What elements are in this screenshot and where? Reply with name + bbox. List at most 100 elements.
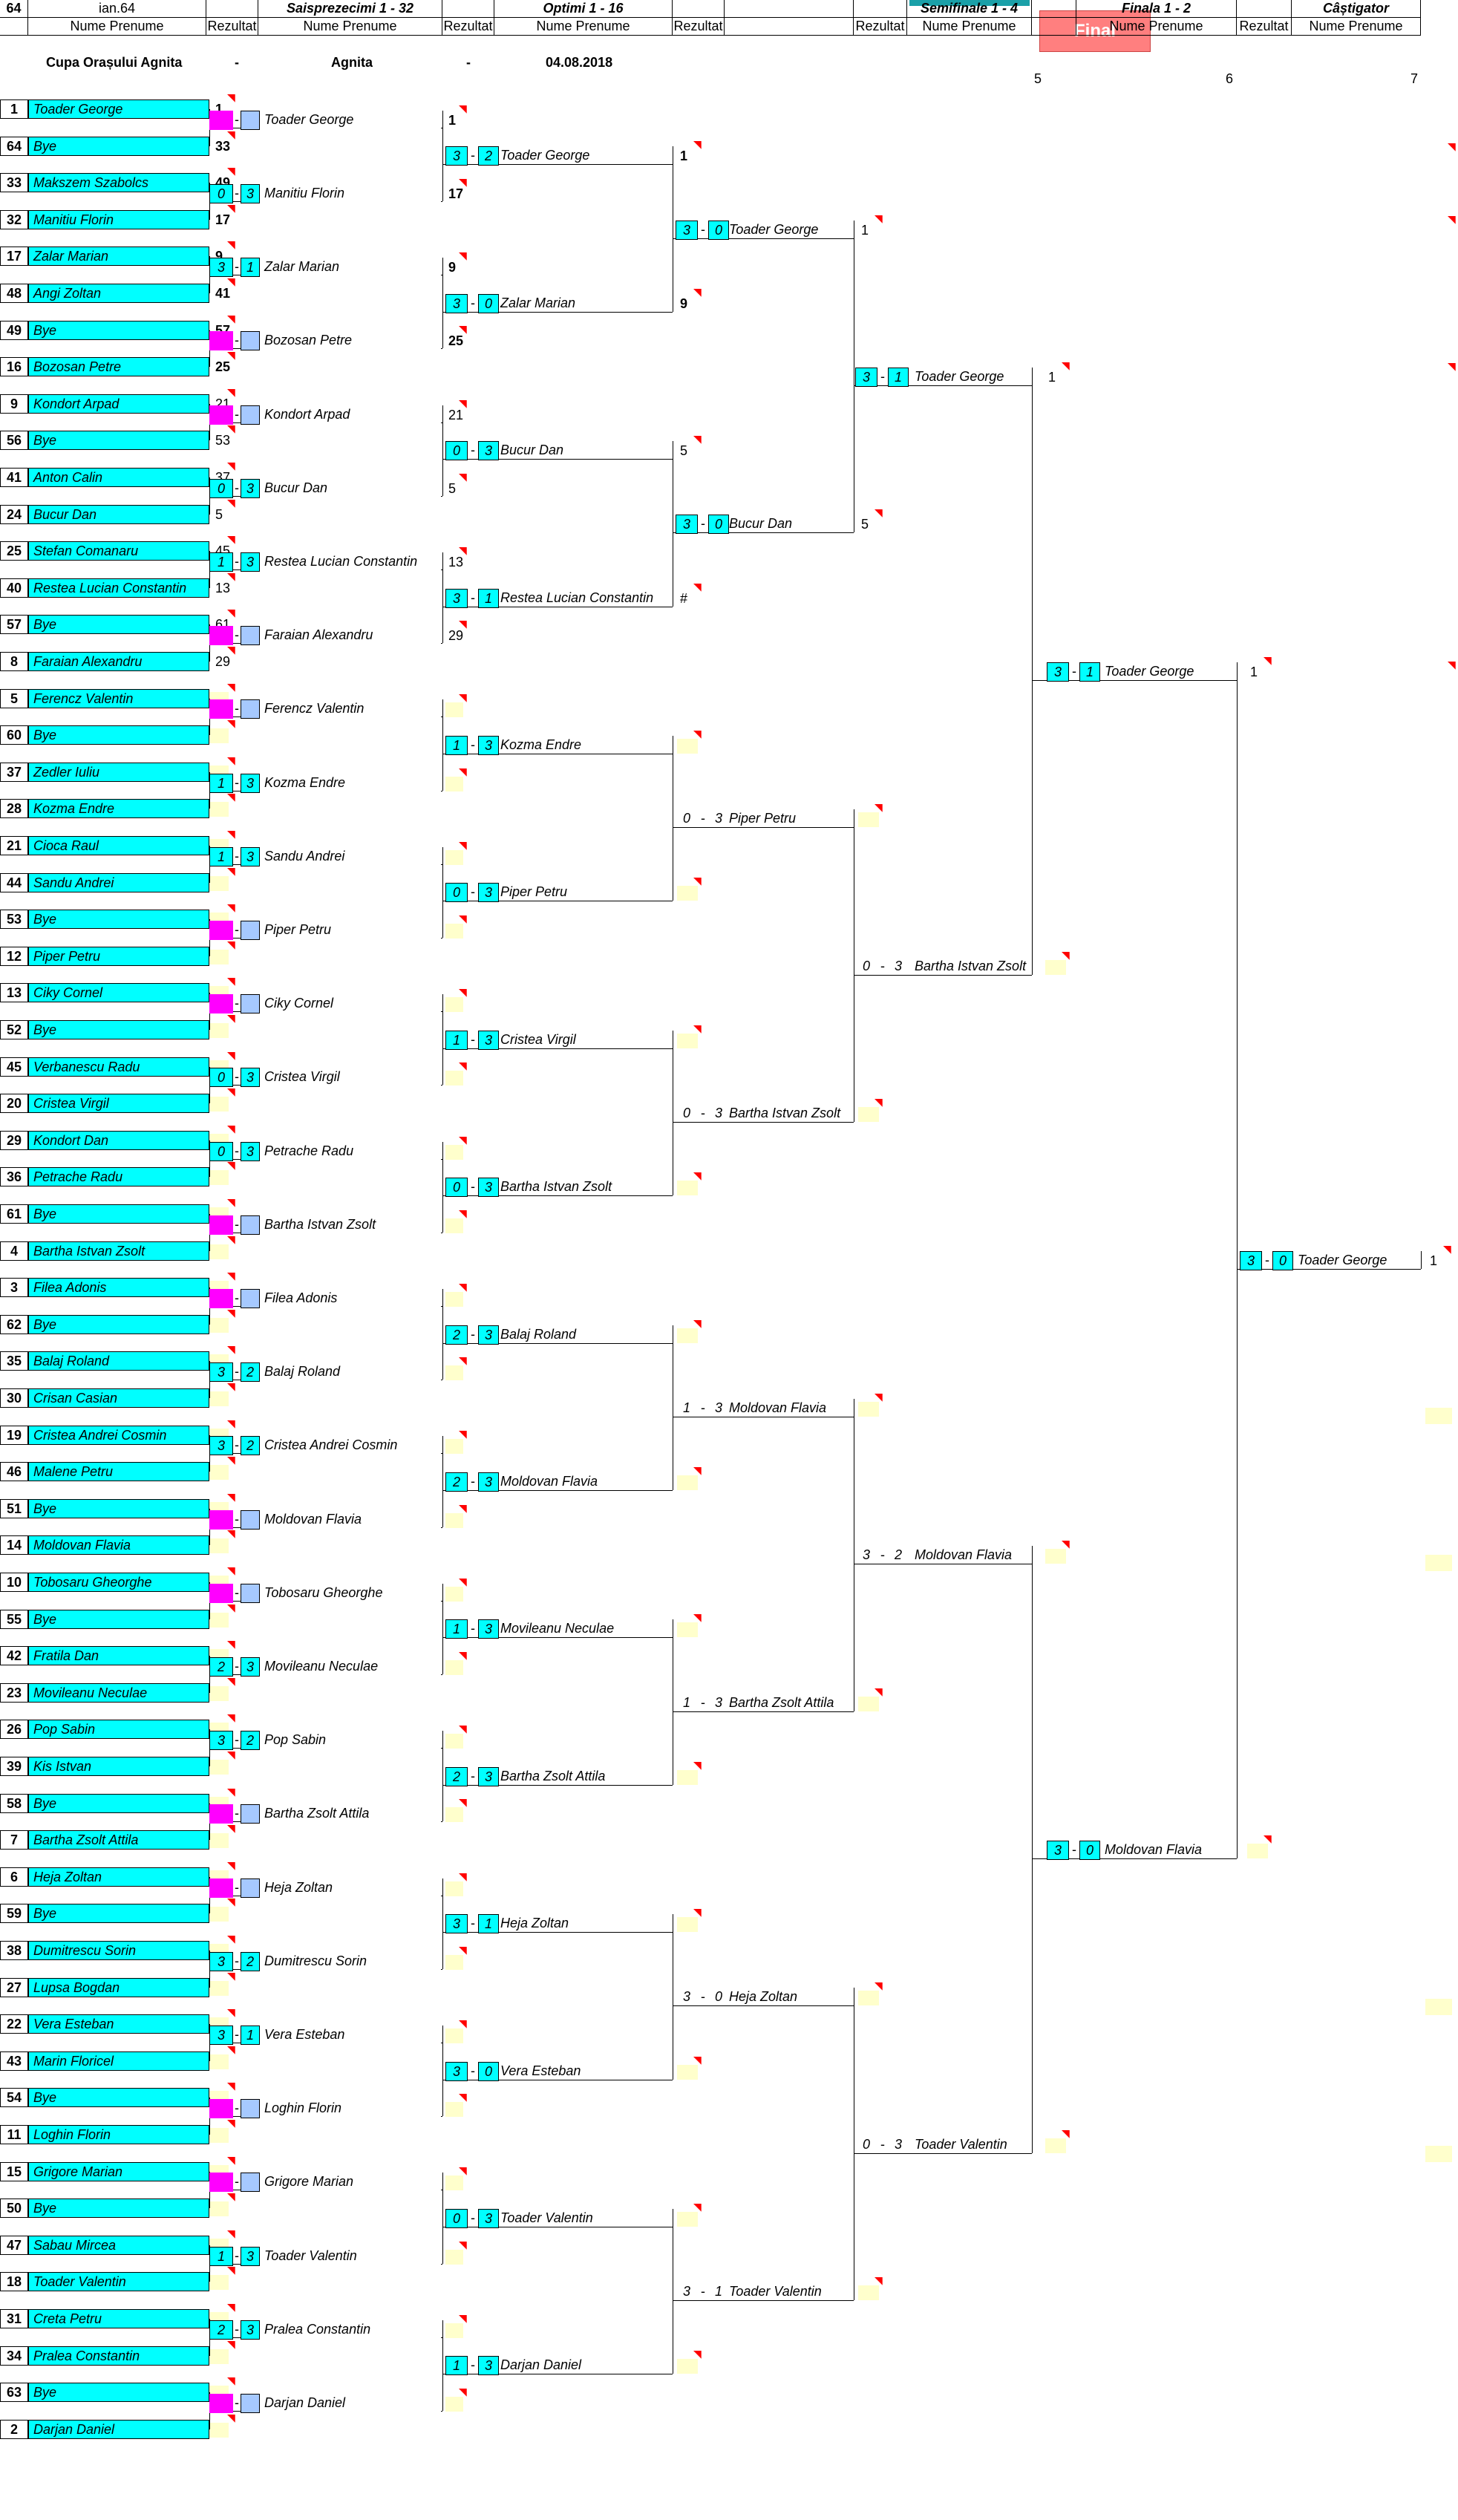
score-box[interactable]: 0 — [708, 220, 729, 240]
score-box[interactable]: 3 — [682, 2284, 690, 2299]
score-box[interactable]: 1 — [445, 736, 468, 755]
advancing-player-name[interactable]: Cristea Andrei Cosmin — [260, 1436, 441, 1456]
score-box[interactable]: 3 — [445, 146, 468, 166]
advancing-player-name[interactable]: Bartha Zsolt Attila — [729, 1694, 834, 1710]
player-name[interactable]: Bye — [28, 320, 209, 340]
advancing-player-name[interactable]: Moldovan Flavia — [729, 1400, 827, 1415]
score-box[interactable]: 1 — [1079, 662, 1100, 682]
advancing-player-name[interactable]: Piper Petru — [260, 921, 441, 940]
player-name[interactable]: Bye — [28, 1020, 209, 1039]
score-box[interactable]: 1 — [888, 368, 909, 387]
player-name[interactable]: Bye — [28, 2199, 209, 2219]
advancing-player-name[interactable]: Cristea Virgil — [500, 1031, 576, 1047]
score-box[interactable]: 1 — [241, 258, 260, 278]
advancing-player-name[interactable]: Pralea Constantin — [260, 2320, 441, 2340]
advancing-player-name[interactable]: Heja Zoltan — [500, 1916, 569, 1931]
player-name[interactable]: Heja Zoltan — [28, 1867, 209, 1887]
player-name[interactable]: Moldovan Flavia — [28, 1535, 209, 1556]
score-box[interactable] — [241, 1804, 260, 1824]
score-box[interactable]: 3 — [1047, 662, 1069, 682]
score-box[interactable]: 0 — [445, 883, 468, 903]
advancing-player-name[interactable]: Balaj Roland — [260, 1362, 441, 1383]
advancing-player-name[interactable]: Moldovan Flavia — [1105, 1842, 1203, 1857]
score-box[interactable]: 3 — [241, 846, 260, 866]
player-name[interactable]: Loghin Florin — [28, 2125, 209, 2144]
advancing-player-name[interactable]: Zalar Marian — [260, 258, 441, 278]
score-box[interactable]: 3 — [209, 1731, 233, 1751]
advancing-player-name[interactable]: Kondort Arpad — [260, 405, 441, 425]
advancing-player-name[interactable]: Bartha Istvan Zsolt — [915, 958, 1027, 973]
player-name[interactable]: Bye — [28, 1314, 209, 1334]
score-box[interactable]: 3 — [241, 2320, 260, 2340]
score-box[interactable]: 1 — [445, 2356, 468, 2376]
advancing-player-name[interactable]: Movileanu Neculae — [500, 1621, 615, 1636]
advancing-player-name[interactable]: Bucur Dan — [729, 516, 793, 532]
score-box[interactable]: 3 — [241, 552, 260, 572]
score-box[interactable]: 3 — [478, 1325, 499, 1345]
player-name[interactable]: Bye — [28, 1609, 209, 1629]
score-box[interactable]: 1 — [478, 588, 499, 608]
advancing-player-name[interactable]: Toader Valentin — [500, 2210, 593, 2225]
player-name[interactable]: Zedler Iuliu — [28, 762, 209, 782]
score-box[interactable]: 3 — [478, 441, 499, 461]
score-box[interactable]: 1 — [682, 1694, 690, 1710]
player-name[interactable]: Malene Petru — [28, 1462, 209, 1482]
score-box[interactable]: 0 — [209, 1141, 233, 1161]
player-name[interactable]: Pralea Constantin — [28, 2346, 209, 2366]
score-box[interactable]: 3 — [445, 1914, 468, 1934]
advancing-player-name[interactable]: Dumitrescu Sorin — [260, 1951, 441, 1971]
player-name[interactable]: Sandu Andrei — [28, 872, 209, 892]
score-box[interactable]: 0 — [1079, 1841, 1100, 1860]
score-box[interactable]: 3 — [241, 1141, 260, 1161]
player-name[interactable]: Marin Floricel — [28, 2051, 209, 2071]
score-box[interactable]: 0 — [682, 811, 690, 826]
score-box[interactable]: 3 — [682, 1989, 690, 2005]
player-name[interactable]: Pop Sabin — [28, 1720, 209, 1740]
player-name[interactable]: Ciky Cornel — [28, 983, 209, 1003]
score-box[interactable]: 0 — [209, 184, 233, 203]
score-box[interactable]: 2 — [478, 146, 499, 166]
player-name[interactable]: Anton Calin — [28, 468, 209, 487]
score-box[interactable]: 3 — [241, 773, 260, 793]
advancing-player-name[interactable]: Toader George — [1298, 1253, 1387, 1268]
advancing-player-name[interactable]: Heja Zoltan — [729, 1989, 798, 2005]
advancing-player-name[interactable]: Filea Adonis — [260, 1289, 441, 1308]
score-box[interactable]: 2 — [894, 1547, 902, 1563]
player-name[interactable]: Bye — [28, 136, 209, 156]
player-name[interactable]: Bucur Dan — [28, 504, 209, 524]
player-name[interactable]: Kozma Endre — [28, 799, 209, 819]
score-box[interactable]: 1 — [682, 1400, 690, 1415]
player-name[interactable]: Bye — [28, 615, 209, 635]
advancing-player-name[interactable]: Toader George — [1105, 663, 1194, 679]
score-box[interactable]: 3 — [209, 258, 233, 278]
advancing-player-name[interactable]: Toader Valentin — [729, 2284, 822, 2299]
player-name[interactable]: Fratila Dan — [28, 1646, 209, 1666]
advancing-player-name[interactable]: Manitiu Florin — [260, 184, 441, 203]
score-box[interactable]: 3 — [478, 1472, 499, 1492]
score-box[interactable]: 1 — [241, 2026, 260, 2045]
player-name[interactable]: Bozosan Petre — [28, 357, 209, 377]
score-box[interactable]: 3 — [241, 478, 260, 498]
score-box[interactable]: 0 — [1272, 1251, 1293, 1271]
player-name[interactable]: Bye — [28, 2383, 209, 2403]
player-name[interactable]: Manitiu Florin — [28, 209, 209, 229]
score-box[interactable]: 2 — [445, 1472, 468, 1492]
advancing-player-name[interactable]: Ciky Cornel — [260, 994, 441, 1014]
player-name[interactable]: Bartha Zsolt Attila — [28, 1830, 209, 1850]
score-box[interactable]: 3 — [714, 1694, 722, 1710]
score-box[interactable]: 0 — [862, 2136, 870, 2152]
player-name[interactable]: Bye — [28, 1904, 209, 1924]
score-box[interactable]: 3 — [862, 1547, 870, 1563]
score-box[interactable]: 3 — [855, 368, 877, 387]
score-box[interactable]: 3 — [209, 1951, 233, 1971]
score-box[interactable]: 3 — [478, 2356, 499, 2376]
score-box[interactable]: 1 — [445, 1030, 468, 1050]
score-box[interactable]: 3 — [241, 184, 260, 203]
score-box[interactable]: 3 — [1240, 1251, 1262, 1271]
score-box[interactable]: 3 — [209, 1362, 233, 1383]
score-box[interactable] — [241, 110, 260, 130]
score-box[interactable]: 3 — [676, 515, 698, 535]
player-name[interactable]: Lupsa Bogdan — [28, 1977, 209, 1997]
score-box[interactable] — [241, 2099, 260, 2119]
score-box[interactable]: 3 — [478, 736, 499, 755]
